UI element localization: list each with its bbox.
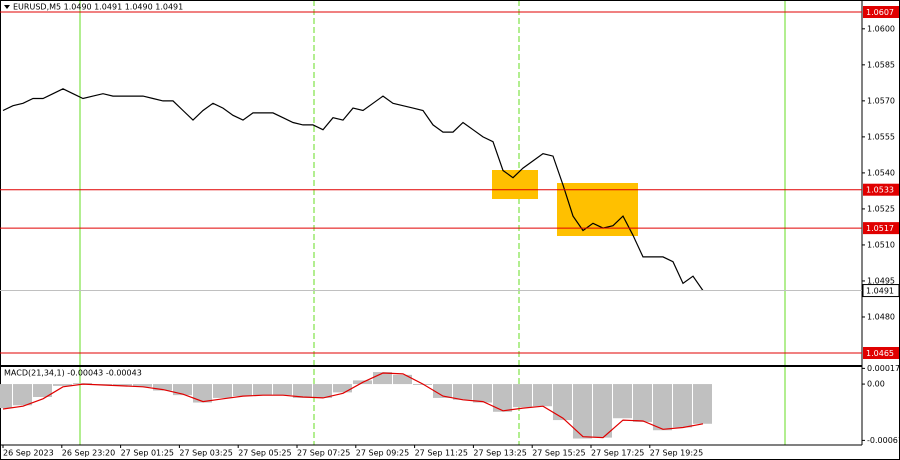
macd-bar <box>653 384 672 431</box>
x-tick-label: 26 Sep 23:20 <box>62 449 115 458</box>
macd-bar <box>193 384 212 403</box>
macd-bar <box>693 384 712 424</box>
macd-bar <box>493 384 512 412</box>
macd-bar <box>553 384 572 421</box>
y-tick-label: 1.0540 <box>867 168 895 177</box>
indicator-title: MACD(21,34,1) -0.00043 -0.00043 <box>4 369 142 378</box>
y-tick-label: 0.00017 <box>867 364 900 373</box>
last-price-box <box>862 284 900 298</box>
macd-bar <box>533 384 552 407</box>
x-tick-label: 27 Sep 17:25 <box>591 449 644 458</box>
x-tick-label: 26 Sep 2023 <box>3 449 54 458</box>
macd-bar <box>473 384 492 403</box>
x-tick-label: 27 Sep 05:25 <box>238 449 291 458</box>
macd-bar <box>293 384 312 398</box>
level-label-box <box>863 183 899 196</box>
signal-line <box>2 372 704 439</box>
x-tick-label: 27 Sep 07:25 <box>297 449 350 458</box>
level-label: 1.0517 <box>866 224 894 233</box>
chart-title: EURUSD,M5 1.0490 1.0491 1.0490 1.0491 <box>13 3 183 12</box>
level-label-box <box>863 222 899 235</box>
macd-bar <box>153 384 172 391</box>
x-tick-label: 27 Sep 01:25 <box>121 449 174 458</box>
level-label: 1.0465 <box>866 349 894 358</box>
macd-bar <box>173 384 192 396</box>
last-price-label: 1.0491 <box>866 287 894 296</box>
macd-bar <box>213 384 232 398</box>
y-tick-label: 1.0495 <box>867 276 895 285</box>
level-label: 1.0607 <box>866 8 894 17</box>
macd-bar <box>33 384 52 397</box>
y-tick-label: 1.0555 <box>867 132 895 141</box>
macd-bar <box>133 384 152 387</box>
macd-bar <box>333 384 352 393</box>
y-tick-label: 1.0600 <box>867 24 895 33</box>
level-label-box <box>863 6 899 19</box>
macd-bar <box>113 384 132 386</box>
x-tick-label: 27 Sep 19:25 <box>650 449 703 458</box>
y-tick-label: 1.0585 <box>867 60 895 69</box>
macd-bar <box>253 384 272 396</box>
y-tick-label: -0.00061 <box>867 436 900 445</box>
x-tick-label: 27 Sep 13:25 <box>473 449 526 458</box>
y-tick-label: 0.00 <box>867 380 885 389</box>
y-tick-label: 1.0525 <box>867 204 895 213</box>
macd-bar <box>393 374 412 385</box>
macd-bar <box>453 384 472 400</box>
macd-bar <box>313 384 332 398</box>
x-tick-label: 27 Sep 11:25 <box>415 449 468 458</box>
x-tick-label: 27 Sep 09:25 <box>356 449 409 458</box>
macd-bar <box>573 384 592 439</box>
macd-bar <box>613 384 632 419</box>
x-tick-label: 27 Sep 15:25 <box>532 449 585 458</box>
macd-bar <box>633 384 652 422</box>
y-tick-label: 1.0510 <box>867 240 895 249</box>
macd-bar <box>413 384 432 385</box>
macd-bar <box>273 384 292 396</box>
macd-bar <box>593 384 612 438</box>
level-label-box <box>863 346 899 359</box>
level-label: 1.0533 <box>866 186 894 195</box>
y-tick-label: 1.0570 <box>867 96 895 105</box>
menu-arrow <box>4 5 10 9</box>
x-tick-label: 27 Sep 03:25 <box>179 449 232 458</box>
macd-bar <box>673 384 692 428</box>
macd-bar <box>513 384 532 408</box>
macd-bar <box>233 384 252 397</box>
macd-bar <box>433 384 452 398</box>
macd-bar <box>13 384 32 406</box>
y-tick-label: 1.0480 <box>867 312 895 321</box>
macd-bar <box>53 384 72 386</box>
macd-bar <box>0 384 12 409</box>
highlight-box <box>492 170 538 199</box>
